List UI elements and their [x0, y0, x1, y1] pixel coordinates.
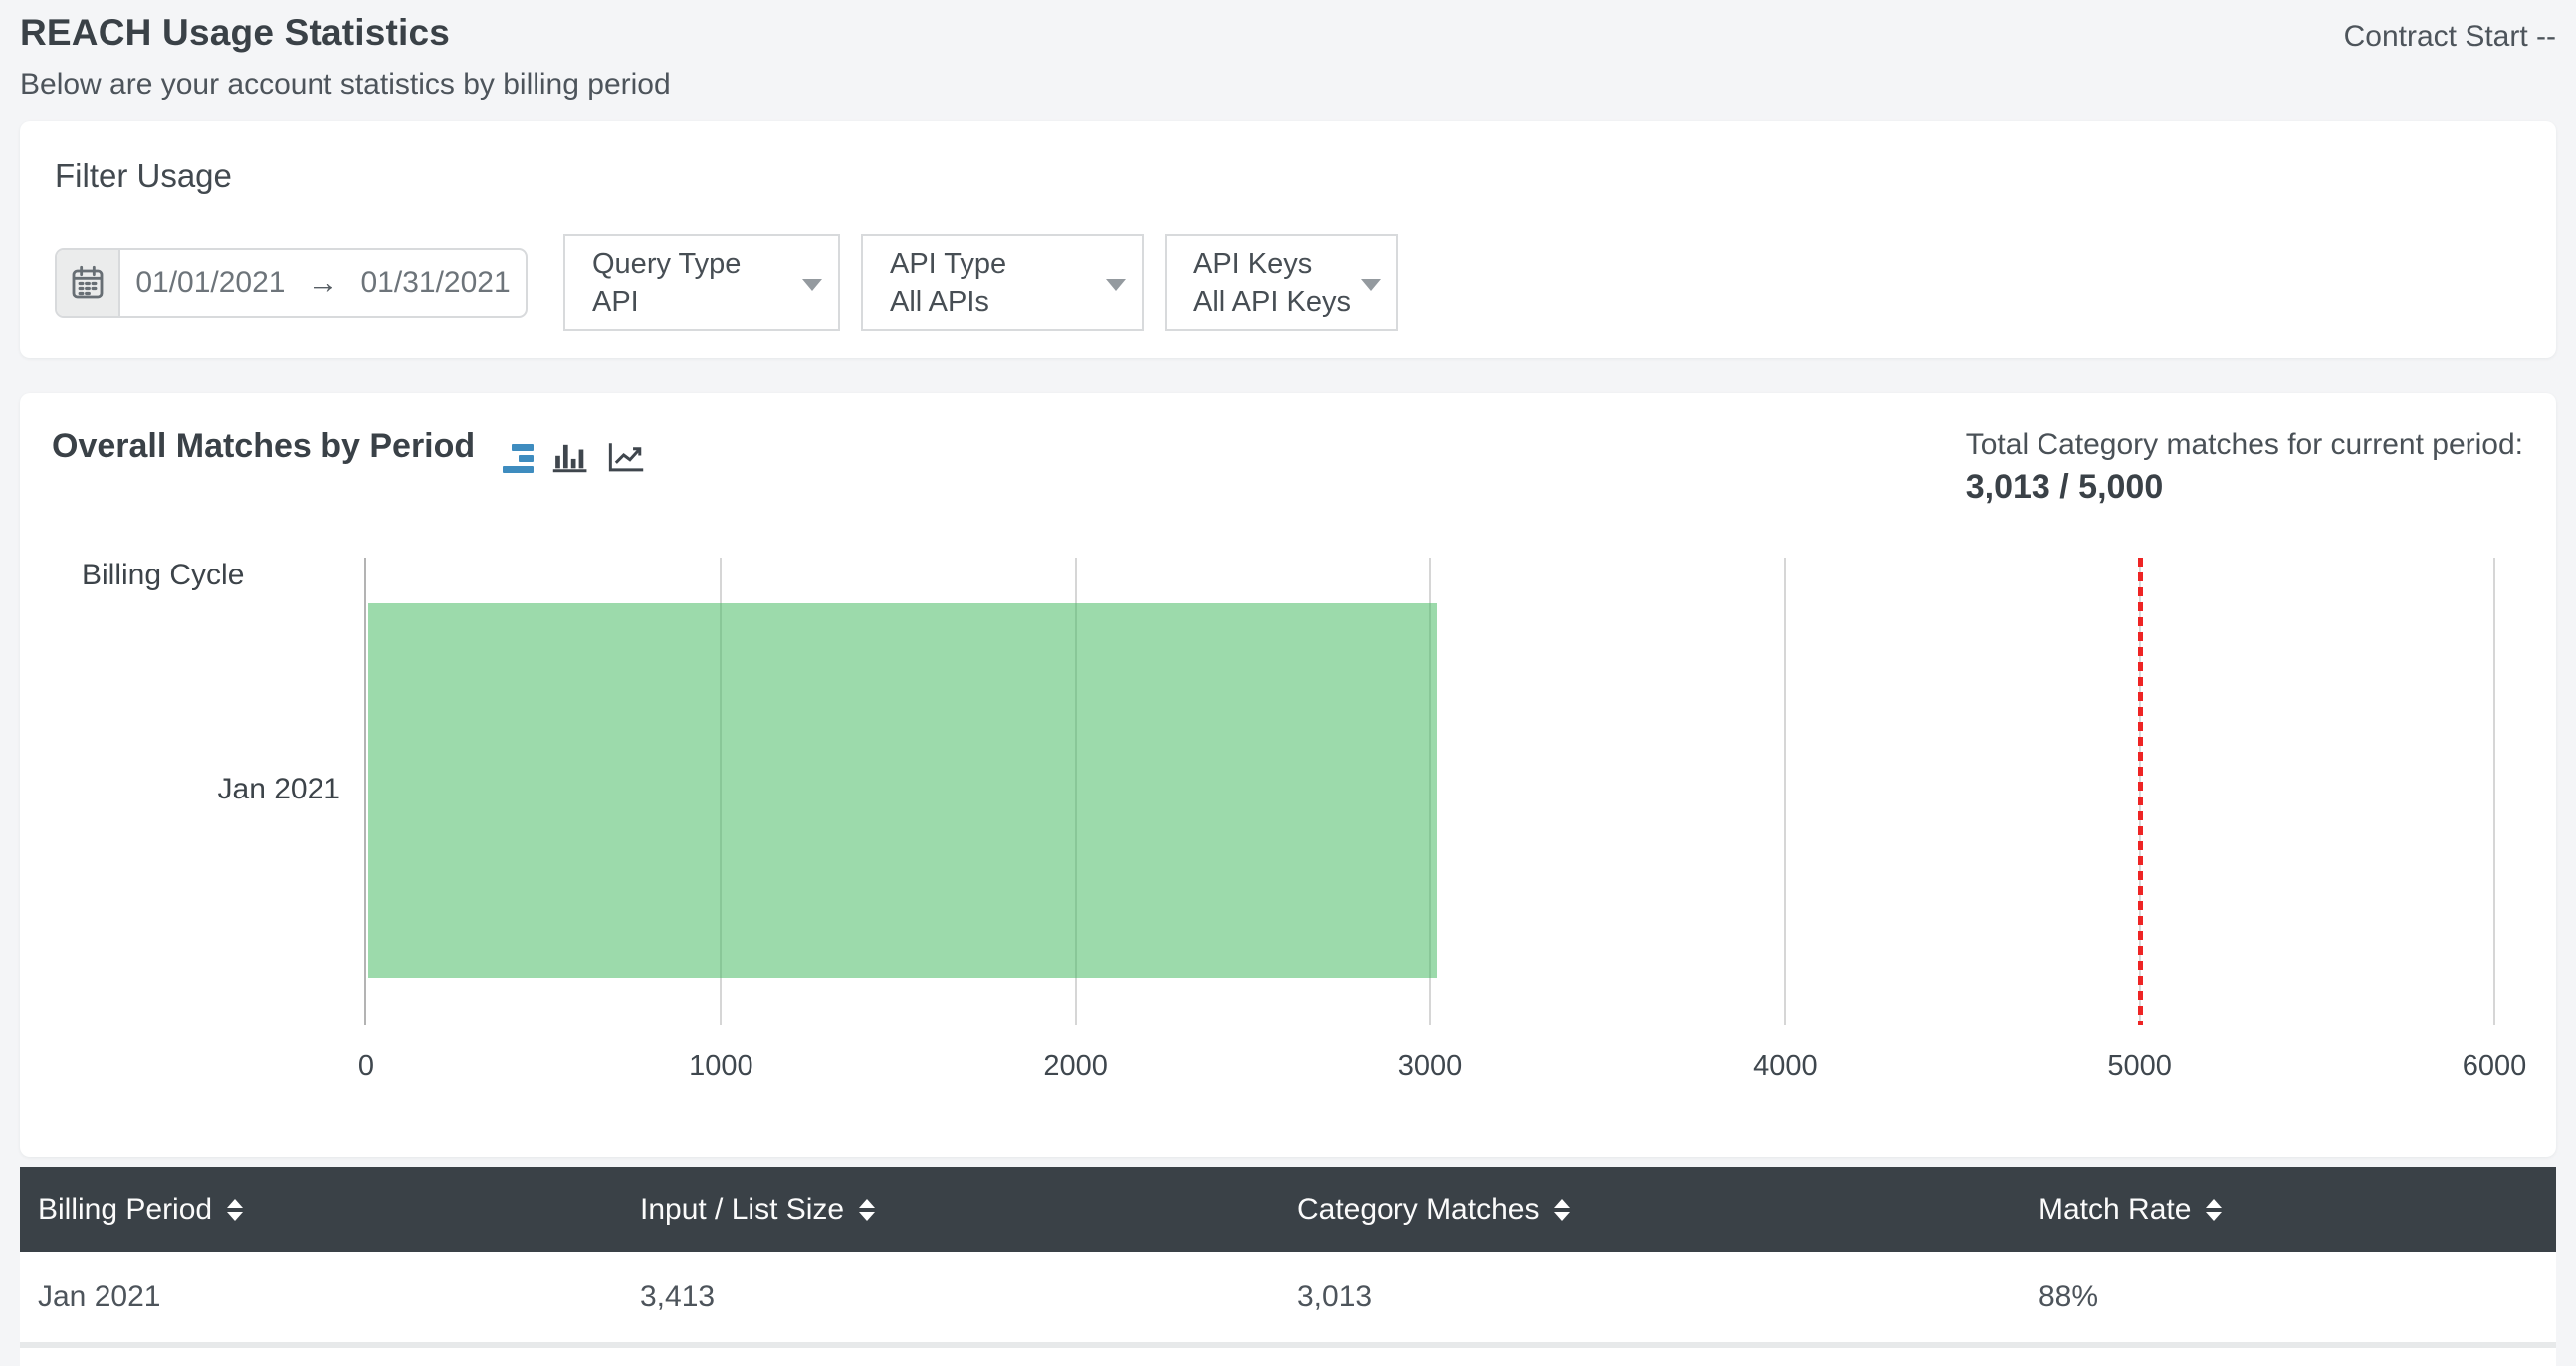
chevron-down-icon [802, 278, 822, 291]
page-header: REACH Usage Statistics Below are your ac… [20, 0, 2556, 112]
column-header-billing-period[interactable]: Billing Period [38, 1193, 640, 1227]
query-type-dropdown[interactable]: Query Type API [563, 234, 840, 331]
table-body: Jan 2021 3,413 3,013 88% [20, 1252, 2556, 1342]
x-tick-label: 3000 [1397, 1050, 1463, 1082]
line-chart-icon[interactable] [607, 437, 645, 473]
dropdown-value: API [592, 285, 639, 318]
table-cell: 3,013 [1297, 1280, 1373, 1313]
api-keys-dropdown[interactable]: API Keys All API Keys [1165, 234, 1398, 331]
column-header-category-matches[interactable]: Category Matches [1297, 1193, 2039, 1227]
column-chart-icon[interactable] [551, 437, 589, 473]
date-start-value[interactable]: 01/01/2021 [135, 265, 286, 299]
column-header-label: Match Rate [2039, 1193, 2192, 1226]
date-end-value[interactable]: 01/31/2021 [360, 265, 511, 299]
chart-type-switcher [496, 437, 645, 473]
calendar-icon[interactable] [57, 249, 120, 316]
limit-line-dashes [2137, 558, 2143, 1025]
arrow-right-icon: → [307, 264, 339, 300]
chart-title: Overall Matches by Period [52, 427, 476, 465]
sort-icon[interactable] [2206, 1199, 2223, 1221]
x-tick-label: 2000 [1043, 1050, 1108, 1082]
x-tick-label: 5000 [2107, 1050, 2172, 1082]
x-tick-label: 1000 [689, 1050, 753, 1082]
gridline [2493, 558, 2495, 1025]
contract-start-label: Contract Start -- [2343, 20, 2556, 53]
dropdown-value: All API Keys [1193, 285, 1351, 318]
hbar-chart-icon[interactable] [496, 437, 534, 473]
table-cell: Jan 2021 [38, 1280, 161, 1313]
filter-usage-card: Filter Usage 01/01/2021 → [20, 121, 2556, 358]
filter-controls: 01/01/2021 → 01/31/2021 Query Type API A… [55, 234, 1419, 331]
x-tick-label: 4000 [1753, 1050, 1818, 1082]
table-row: Jan 2021 3,413 3,013 88% [20, 1252, 2556, 1342]
total-matches-value: 3,013 / 5,000 [1965, 468, 2164, 506]
filter-title: Filter Usage [55, 157, 232, 194]
bar-chart-plot: 0 1000 2000 3000 4000 5000 6000 Jan 2021 [218, 558, 2526, 1082]
dropdown-value: All APIs [890, 285, 989, 318]
chart-card: Overall Matches by Period Total Category… [20, 393, 2556, 1157]
table-header-row: Billing Period Input / List Size Category … [20, 1167, 2556, 1252]
column-header-label: Input / List Size [640, 1193, 845, 1226]
dropdown-label: API Type [890, 247, 1007, 280]
column-header-input-list-size[interactable]: Input / List Size [640, 1193, 1297, 1227]
dropdown-label: API Keys [1193, 247, 1313, 280]
table-cell: 3,413 [640, 1280, 716, 1313]
total-matches-block: Total Category matches for current perio… [1966, 425, 2523, 509]
sort-icon[interactable] [1554, 1199, 1571, 1221]
row-divider [20, 1342, 2556, 1348]
page-title: REACH Usage Statistics [20, 12, 451, 53]
gridline [1784, 558, 1787, 1025]
sort-icon[interactable] [859, 1199, 876, 1221]
x-tick-label: 0 [357, 1050, 375, 1082]
category-bar[interactable] [368, 603, 1437, 978]
x-tick-label: 6000 [2462, 1050, 2527, 1082]
page-subtitle: Below are your account statistics by bil… [20, 68, 671, 101]
column-header-label: Category Matches [1297, 1193, 1540, 1226]
column-header-match-rate[interactable]: Match Rate [2039, 1193, 2556, 1227]
sort-icon[interactable] [227, 1199, 244, 1221]
chevron-down-icon [1361, 278, 1381, 291]
next-row-partial [20, 1348, 2556, 1366]
chevron-down-icon [1106, 278, 1126, 291]
column-header-label: Billing Period [38, 1193, 213, 1226]
usage-table: Billing Period Input / List Size Category … [20, 1167, 2556, 1366]
total-matches-label: Total Category matches for current perio… [1965, 428, 2523, 461]
table-cell: 88% [2039, 1280, 2099, 1313]
dropdown-label: Query Type [592, 247, 742, 280]
chart-y-axis-title: Billing Cycle [82, 559, 245, 591]
y-category-label: Jan 2021 [217, 773, 340, 805]
date-range-picker[interactable]: 01/01/2021 → 01/31/2021 [55, 247, 528, 318]
date-range-text[interactable]: 01/01/2021 → 01/31/2021 [120, 250, 526, 316]
api-type-dropdown[interactable]: API Type All APIs [861, 234, 1144, 331]
